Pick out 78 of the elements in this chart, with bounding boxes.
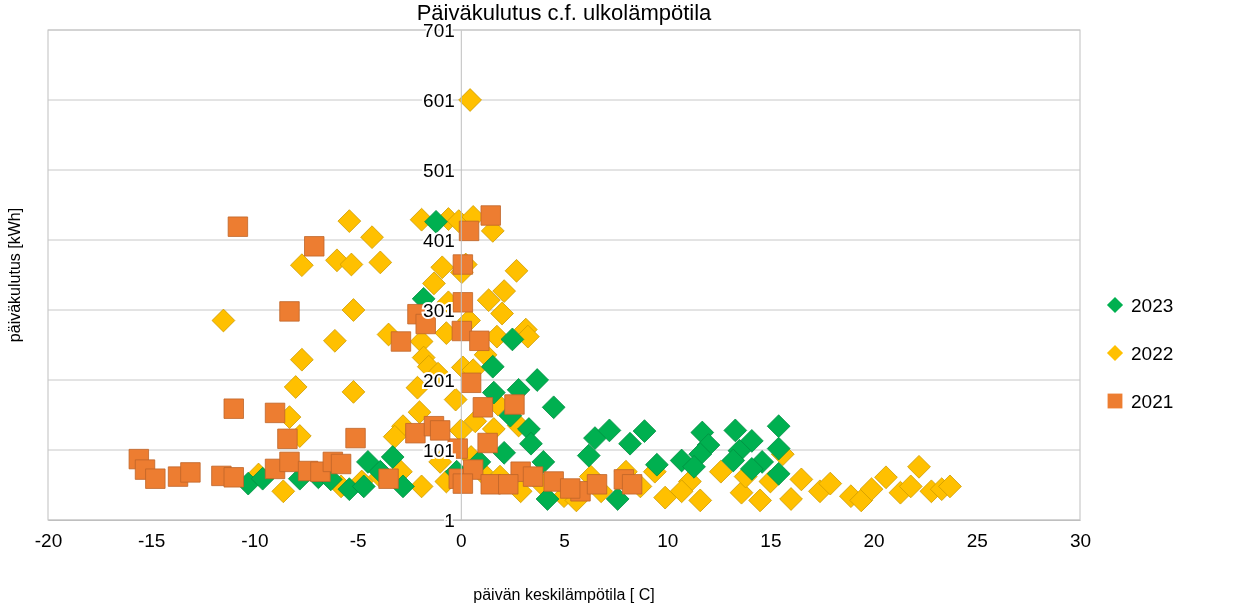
point bbox=[740, 457, 764, 481]
point bbox=[356, 450, 380, 474]
legend-label: 2023 bbox=[1131, 295, 1174, 316]
point bbox=[145, 468, 166, 489]
x-tick-label: -15 bbox=[137, 530, 166, 552]
point bbox=[424, 210, 448, 234]
point bbox=[618, 431, 642, 456]
point bbox=[504, 394, 525, 415]
point bbox=[458, 220, 480, 242]
x-tick-label: 10 bbox=[657, 530, 679, 552]
point bbox=[452, 292, 474, 313]
point bbox=[645, 452, 669, 477]
point bbox=[605, 487, 630, 511]
point bbox=[227, 216, 249, 237]
point bbox=[480, 354, 505, 379]
point bbox=[586, 474, 608, 495]
point bbox=[522, 466, 544, 487]
point bbox=[330, 453, 352, 475]
x-tick-label: 15 bbox=[760, 530, 782, 552]
point bbox=[279, 301, 300, 322]
point bbox=[277, 428, 298, 449]
point bbox=[766, 462, 791, 486]
point bbox=[452, 254, 474, 275]
x-tick-label: 30 bbox=[1069, 530, 1092, 552]
point bbox=[519, 431, 543, 456]
x-tick-label: -10 bbox=[241, 530, 269, 552]
x-tick-label: -5 bbox=[349, 530, 367, 552]
point bbox=[576, 443, 601, 468]
point bbox=[498, 474, 519, 495]
point bbox=[740, 429, 764, 453]
point bbox=[472, 397, 494, 418]
point bbox=[452, 473, 474, 494]
y-tick-label: 601 bbox=[423, 89, 455, 111]
point bbox=[492, 441, 516, 465]
x-tick-label: 5 bbox=[559, 530, 570, 552]
point bbox=[560, 478, 581, 499]
x-tick-label: 20 bbox=[863, 530, 885, 552]
point bbox=[264, 402, 286, 424]
point bbox=[304, 236, 325, 257]
point bbox=[480, 205, 501, 226]
point bbox=[223, 398, 244, 419]
point bbox=[541, 395, 566, 420]
point bbox=[525, 368, 549, 392]
point bbox=[597, 418, 622, 443]
legend-label: 2022 bbox=[1131, 343, 1174, 364]
point bbox=[469, 330, 490, 351]
point bbox=[405, 423, 426, 444]
x-tick-label: 25 bbox=[966, 530, 988, 552]
point bbox=[378, 468, 399, 489]
x-tick-label: 0 bbox=[456, 530, 467, 552]
legend-label: 2021 bbox=[1131, 391, 1174, 412]
point bbox=[632, 419, 657, 443]
point bbox=[223, 467, 244, 488]
point bbox=[180, 462, 201, 483]
point bbox=[766, 414, 791, 438]
y-tick-label: 1 bbox=[444, 509, 455, 531]
point bbox=[721, 448, 746, 473]
point bbox=[390, 331, 412, 352]
point bbox=[500, 327, 525, 352]
point bbox=[430, 420, 451, 441]
point bbox=[477, 432, 498, 454]
point bbox=[531, 450, 556, 474]
point bbox=[621, 474, 643, 495]
y-tick-label: 501 bbox=[423, 159, 455, 181]
point bbox=[482, 380, 506, 405]
point bbox=[279, 451, 300, 473]
point bbox=[380, 445, 405, 469]
point bbox=[723, 418, 748, 443]
y-axis-title: päiväkulutus [kWh] bbox=[6, 207, 23, 343]
point bbox=[460, 372, 482, 393]
point bbox=[682, 455, 706, 479]
point bbox=[583, 426, 607, 450]
point bbox=[345, 427, 366, 449]
x-axis-title: päivän keskilämpötila [ C] bbox=[473, 586, 655, 603]
point bbox=[351, 474, 376, 499]
x-tick-label: -20 bbox=[34, 530, 63, 552]
point bbox=[766, 436, 791, 461]
y-tick-label: 401 bbox=[423, 229, 455, 251]
